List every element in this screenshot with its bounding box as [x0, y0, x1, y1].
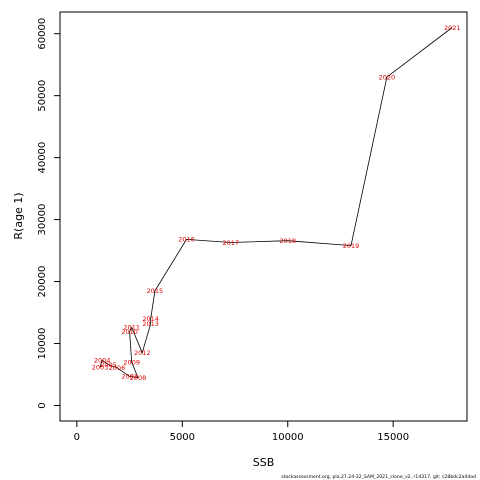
plot-frame	[59, 11, 468, 422]
point-label-2007: 2007	[121, 373, 138, 381]
y-tick-label: 60000	[37, 18, 48, 50]
point-label-2017: 2017	[223, 239, 240, 247]
point-label-2013: 2013	[142, 320, 159, 328]
point-label-2021: 2021	[444, 24, 461, 32]
point-label-2005: 2005	[100, 361, 117, 369]
y-tick-label: 50000	[37, 80, 48, 112]
point-label-2019: 2019	[343, 242, 360, 250]
y-tick-label: 0	[37, 402, 48, 408]
point-label-2004: 2004	[94, 357, 111, 365]
point-label-2006: 2006	[109, 364, 126, 372]
x-axis: 0 5000 10000 15000	[74, 420, 409, 443]
point-label-2018: 2018	[279, 237, 296, 245]
point-label-2009: 2009	[123, 358, 140, 366]
point-label-2015: 2015	[147, 287, 164, 295]
x-tick-label: 10000	[272, 432, 304, 443]
y-axis: 0 10000 20000 30000 40000 50000 60000	[37, 18, 61, 409]
y-tick-label: 20000	[37, 266, 48, 298]
x-tick-label: 0	[74, 432, 80, 443]
point-label-2020: 2020	[379, 73, 396, 81]
x-axis-title: SSB	[253, 456, 275, 469]
point-label-2010: 2010	[121, 328, 138, 336]
caption: stockassessment.org, pla.27.24-32_SAM_20…	[281, 474, 476, 480]
x-tick-label: 5000	[170, 432, 195, 443]
point-label-2014: 2014	[142, 315, 159, 323]
point-label-2012: 2012	[134, 349, 151, 357]
x-tick-label: 15000	[377, 432, 409, 443]
y-tick-label: 10000	[37, 328, 48, 360]
point-label-2003: 2003	[92, 363, 109, 371]
point-label-2016: 2016	[178, 236, 195, 244]
point-label-2008: 2008	[130, 374, 147, 382]
y-tick-label: 30000	[37, 204, 48, 236]
series-line	[99, 27, 453, 379]
point-label-2011: 2011	[123, 324, 140, 332]
y-tick-label: 40000	[37, 142, 48, 174]
y-axis-title: R(age 1)	[12, 192, 25, 239]
